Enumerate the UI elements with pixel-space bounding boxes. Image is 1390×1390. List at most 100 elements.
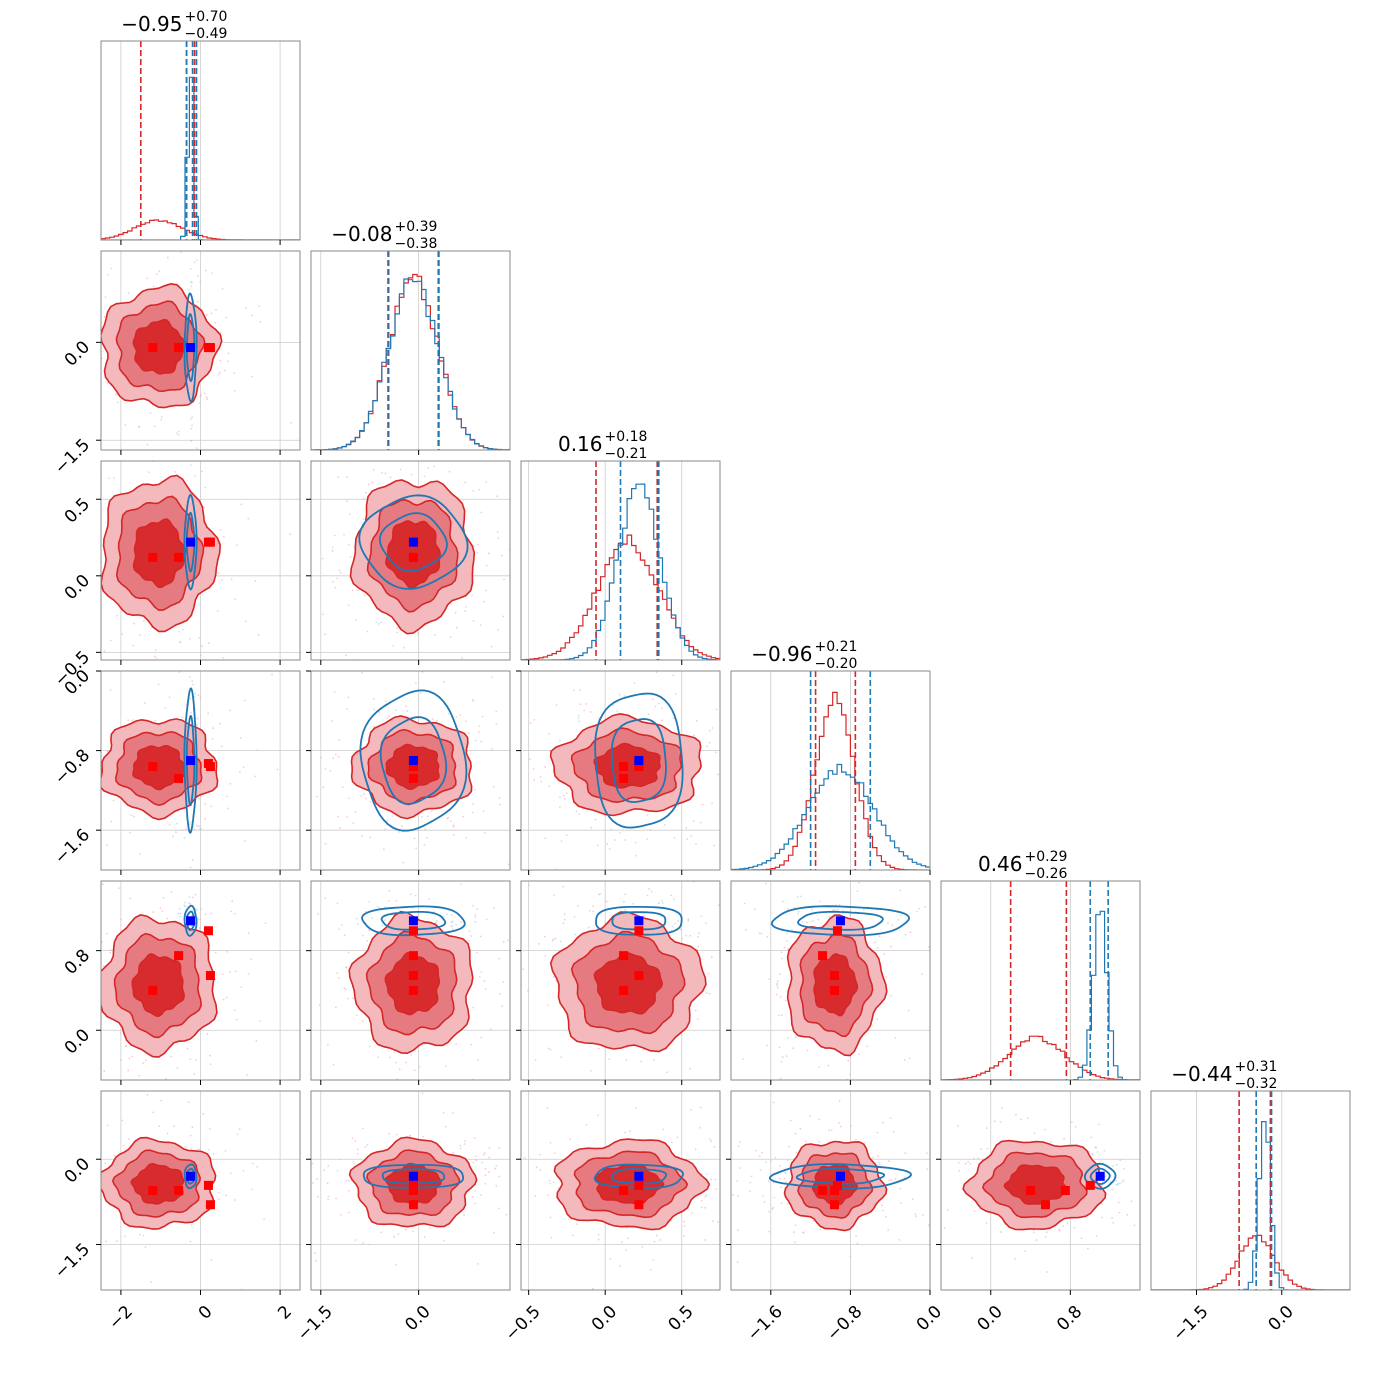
red-sample-point (229, 783, 231, 785)
red-sample-point (369, 1046, 371, 1048)
red-sample-point (777, 981, 779, 983)
red-sample-point (209, 1128, 211, 1130)
red-sample-point (197, 1149, 199, 1151)
red-sample-point (737, 1229, 739, 1231)
red-sample-point (338, 977, 340, 979)
red-sample-point (643, 1049, 645, 1051)
red-sample-point (1015, 1114, 1017, 1116)
red-sample-point (781, 1202, 783, 1204)
red-sample-point (198, 825, 200, 827)
red-sample-point (497, 629, 499, 631)
red-sample-point (550, 1216, 552, 1218)
blue-sample-point (193, 876, 195, 878)
red-sample-point (472, 1007, 474, 1009)
red-marker (830, 1200, 839, 1209)
blue-sample-point (201, 908, 203, 910)
red-sample-point (743, 769, 745, 771)
blue-sample-point (412, 907, 414, 909)
red-sample-point (635, 1107, 637, 1109)
red-sample-point (682, 663, 684, 665)
red-sample-point (702, 804, 704, 806)
blue-sample-point (643, 915, 645, 917)
red-sample-point (713, 845, 715, 847)
red-sample-point (145, 1246, 147, 1248)
red-marker (174, 343, 183, 352)
red-sample-point (221, 579, 223, 581)
red-sample-point (715, 751, 717, 753)
red-sample-point (160, 1100, 162, 1102)
red-sample-point (92, 530, 94, 532)
red-sample-point (474, 789, 476, 791)
blue-sample-point (382, 924, 384, 926)
red-sample-point (307, 926, 309, 928)
blue-sample-point (273, 796, 275, 798)
blue-sample-point (834, 909, 836, 911)
red-sample-point (165, 447, 167, 449)
blue-sample-point (718, 904, 720, 906)
red-sample-point (787, 908, 789, 910)
y-tick-label: −1.5 (51, 1239, 94, 1282)
blue-sample-point (512, 505, 514, 507)
blue-sample-point (762, 1195, 764, 1197)
red-sample-point (944, 1227, 946, 1229)
red-sample-point (469, 940, 471, 942)
red-sample-point (365, 492, 367, 494)
blue-sample-point (495, 723, 497, 725)
red-sample-point (743, 779, 745, 781)
red-sample-point (312, 1163, 314, 1165)
blue-sample-point (609, 665, 611, 667)
red-sample-point (428, 877, 430, 879)
red-sample-point (712, 1220, 714, 1222)
red-marker (833, 926, 842, 935)
red-sample-point (477, 1263, 479, 1265)
red-sample-point (503, 941, 505, 943)
red-sample-point (357, 1153, 359, 1155)
red-sample-point (577, 843, 579, 845)
red-sample-point (779, 1047, 781, 1049)
red-sample-point (462, 816, 464, 818)
red-sample-point (290, 561, 292, 563)
blue-sample-point (537, 574, 539, 576)
blue-sample-point (574, 934, 576, 936)
red-sample-point (590, 1070, 592, 1072)
red-sample-point (240, 986, 242, 988)
panel-title-plus: +0.39 (395, 219, 438, 235)
red-sample-point (94, 1181, 96, 1183)
red-sample-point (476, 952, 478, 954)
red-sample-point (190, 1135, 192, 1137)
red-sample-point (158, 1125, 160, 1127)
red-sample-point (609, 848, 611, 850)
red-sample-point (91, 611, 93, 613)
blue-sample-point (544, 837, 546, 839)
red-sample-point (170, 1056, 172, 1058)
red-sample-point (474, 1137, 476, 1139)
red-sample-point (453, 834, 455, 836)
red-sample-point (93, 336, 95, 338)
red-sample-point (908, 1188, 910, 1190)
red-sample-point (324, 897, 326, 899)
blue-sample-point (736, 1180, 738, 1182)
blue-sample-point (706, 745, 708, 747)
red-sample-point (363, 793, 365, 795)
blue-sample-point (878, 1162, 880, 1164)
red-sample-point (390, 477, 392, 479)
red-sample-point (388, 1133, 390, 1135)
blue-sample-point (337, 1170, 339, 1172)
red-sample-point (795, 1224, 797, 1226)
red-sample-point (778, 1014, 780, 1016)
red-sample-point (656, 1235, 658, 1237)
blue-sample-point (190, 1148, 192, 1150)
red-sample-point (994, 1121, 996, 1123)
red-sample-point (174, 471, 176, 473)
panel-content (885, 1091, 1174, 1290)
blue-sample-point (1094, 1146, 1096, 1148)
red-sample-point (132, 719, 134, 721)
red-sample-point (335, 587, 337, 589)
red-sample-point (475, 1159, 477, 1161)
blue-sample-point (178, 434, 180, 436)
red-sample-point (764, 1201, 766, 1203)
red-sample-point (466, 668, 468, 670)
red-sample-point (697, 946, 699, 948)
red-sample-point (464, 1143, 466, 1145)
blue-sample-point (199, 927, 201, 929)
